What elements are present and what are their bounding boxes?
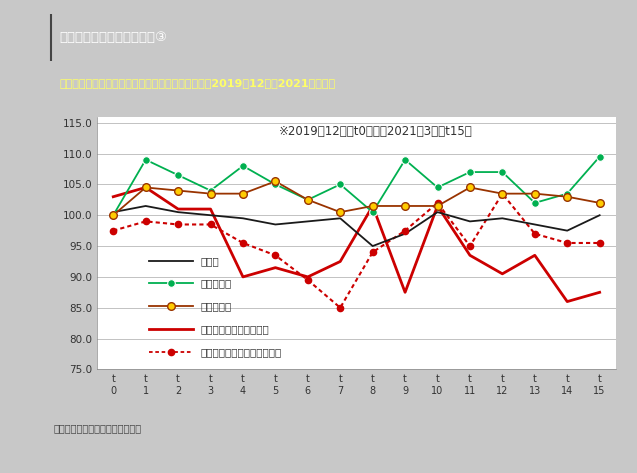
Text: 出典：『労働力調査』より作成。: 出典：『労働力調査』より作成。 [54, 423, 141, 433]
Text: 生活関連サービス業，娯楽業: 生活関連サービス業，娯楽業 [201, 347, 282, 357]
Text: 情報通信業: 情報通信業 [201, 279, 232, 289]
Text: 医療，福祉: 医療，福祉 [201, 301, 232, 311]
Text: 図表３　産業別雇用者数（原数値）の前年同月比（2019年12月～2021年３月）: 図表３ 産業別雇用者数（原数値）の前年同月比（2019年12月～2021年３月） [59, 78, 336, 88]
Text: ※2019年12月＝t0期　　2021年3月＝t15期: ※2019年12月＝t0期 2021年3月＝t15期 [278, 125, 473, 139]
Text: 宿泊業，飲食サービス業: 宿泊業，飲食サービス業 [201, 324, 269, 334]
Text: 製造業: 製造業 [201, 256, 220, 266]
Text: ２．３　マクロ統計の結果③: ２．３ マクロ統計の結果③ [59, 31, 168, 44]
